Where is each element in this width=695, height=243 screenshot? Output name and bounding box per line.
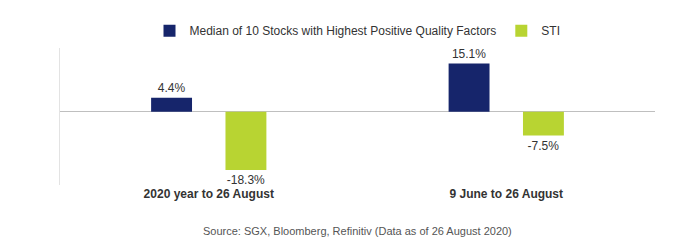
svg-text:STI: STI (541, 24, 560, 38)
svg-text:-18.3%: -18.3% (227, 173, 265, 187)
svg-text:2020 year to 26 August: 2020 year to 26 August (144, 187, 274, 201)
svg-text:4.4%: 4.4% (158, 81, 186, 95)
svg-text:-7.5%: -7.5% (528, 139, 560, 153)
svg-text:9 June to 26 August: 9 June to 26 August (449, 187, 563, 201)
svg-text:Source: SGX, Bloomberg, Refini: Source: SGX, Bloomberg, Refinitiv (Data … (203, 225, 512, 237)
svg-text:15.1%: 15.1% (452, 47, 486, 61)
svg-text:Median of 10 Stocks with Highe: Median of 10 Stocks with Highest Positiv… (190, 24, 497, 38)
